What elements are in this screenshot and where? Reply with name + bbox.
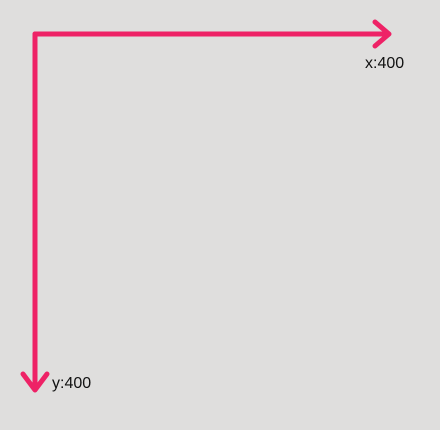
arrow-down-icon [20,371,50,393]
y-axis-label: y:400 [52,375,92,392]
arrow-right-icon [372,19,392,49]
x-axis-label: x:400 [365,55,405,72]
